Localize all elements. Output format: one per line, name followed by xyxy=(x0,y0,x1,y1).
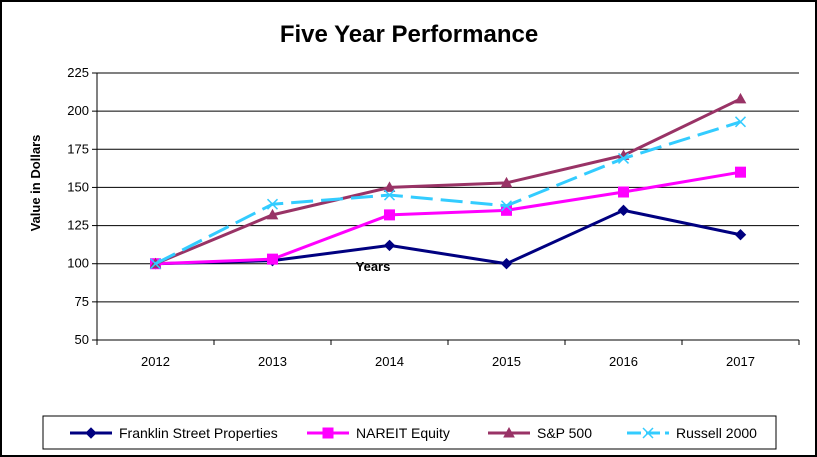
series-line xyxy=(155,170,741,266)
data-point xyxy=(383,189,396,201)
x-tick-label: 2017 xyxy=(726,354,755,369)
y-axis-label: Value in Dollars xyxy=(28,135,43,232)
chart-title: Five Year Performance xyxy=(280,21,538,48)
legend-entry: Franklin Street Properties xyxy=(70,425,278,441)
series-line xyxy=(154,120,741,266)
x-tick-label: 2016 xyxy=(609,354,638,369)
y-tick-label: 200 xyxy=(67,103,89,118)
y-tick-label: 175 xyxy=(67,141,89,156)
data-point-stroke xyxy=(734,116,747,128)
x-tick-label: 2012 xyxy=(141,354,170,369)
legend-label: NAREIT Equity xyxy=(356,425,450,441)
x-tick-labels: 2012 2013 2014 2015 2016 2017 xyxy=(141,354,755,369)
y-tick-label: 50 xyxy=(75,332,89,347)
data-point-stroke xyxy=(149,258,162,270)
legend-entry: Russell 2000 xyxy=(627,425,757,441)
legend-entry: S&P 500 xyxy=(488,425,592,441)
legend: Franklin Street Properties NAREIT Equity S… xyxy=(42,415,777,450)
legend-label: Russell 2000 xyxy=(676,425,757,441)
data-point xyxy=(735,166,746,178)
x-axis-label: Years xyxy=(356,259,391,274)
data-point xyxy=(642,427,654,439)
data-point xyxy=(500,200,513,212)
series-2 xyxy=(149,92,747,269)
data-point-stroke xyxy=(266,198,279,210)
y-tick-label: 75 xyxy=(75,294,89,309)
data-point xyxy=(85,427,97,439)
data-point xyxy=(383,239,396,252)
x-tick-label: 2013 xyxy=(258,354,287,369)
data-point xyxy=(267,253,278,265)
data-point xyxy=(322,427,334,439)
y-tick-label: 225 xyxy=(67,65,89,80)
legend-entries: Franklin Street Properties NAREIT Equity S… xyxy=(70,425,757,441)
data-point xyxy=(503,426,515,438)
data-point xyxy=(266,208,279,220)
x-tick-label: 2014 xyxy=(375,354,404,369)
data-point xyxy=(384,209,395,221)
data-point xyxy=(617,152,630,164)
data-point-stroke xyxy=(642,427,654,439)
y-tick-label: 150 xyxy=(67,179,89,194)
data-point xyxy=(617,204,630,217)
data-point xyxy=(618,186,629,198)
x-tick-label: 2015 xyxy=(492,354,521,369)
legend-label: S&P 500 xyxy=(537,425,592,441)
data-point xyxy=(383,181,396,192)
series-layer xyxy=(149,92,747,270)
data-point xyxy=(734,116,747,128)
legend-label: Franklin Street Properties xyxy=(119,425,278,441)
y-tick-labels: 50 75 100 125 150 175 200 225 xyxy=(67,65,89,347)
series-3 xyxy=(149,116,747,270)
axes xyxy=(92,72,800,345)
y-tick-label: 100 xyxy=(67,256,89,271)
gridlines xyxy=(97,72,799,303)
series-line xyxy=(154,97,742,266)
legend-entry: NAREIT Equity xyxy=(307,425,450,441)
data-point-stroke xyxy=(500,200,513,212)
data-point xyxy=(500,176,513,188)
data-point-stroke xyxy=(383,189,396,201)
data-point-stroke xyxy=(617,152,630,164)
data-point xyxy=(149,258,162,270)
data-point xyxy=(266,198,279,210)
data-point xyxy=(734,229,747,241)
data-point xyxy=(734,92,747,104)
y-tick-label: 125 xyxy=(67,218,89,233)
data-point xyxy=(500,258,513,270)
